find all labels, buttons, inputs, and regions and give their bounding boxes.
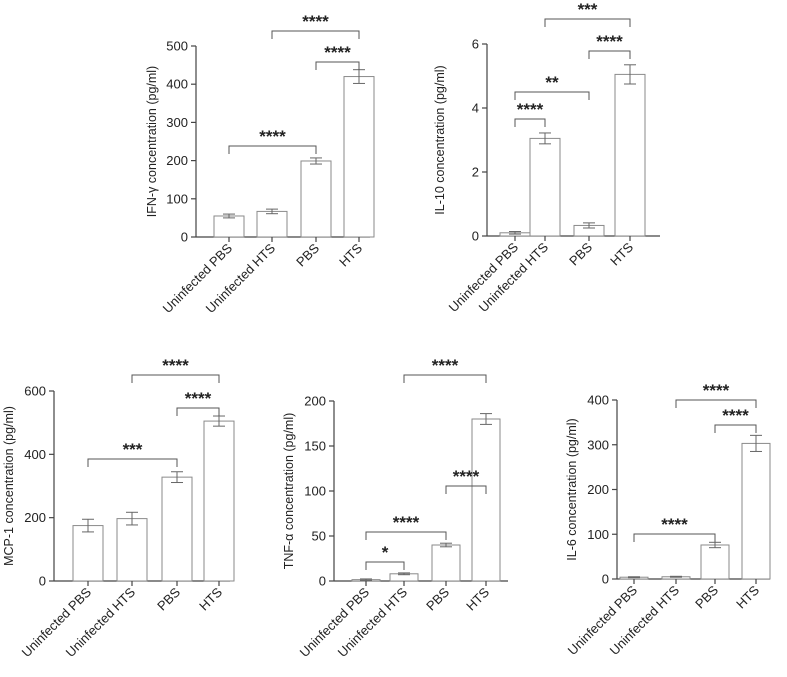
significance-bracket	[87, 458, 178, 467]
y-tick-label: 100	[587, 527, 609, 542]
x-category-label: Uninfected PBS	[565, 582, 641, 658]
bar	[300, 160, 332, 238]
y-tick-label: 500	[166, 39, 188, 54]
x-category-label: PBS	[293, 240, 322, 269]
significance-stars: ****	[722, 406, 749, 425]
significance-stars: ****	[517, 100, 544, 119]
y-tick-label: 600	[24, 384, 46, 399]
y-tick-label: 0	[472, 229, 479, 244]
x-category-label: PBS	[692, 582, 721, 611]
x-category-label: PBS	[566, 239, 595, 268]
y-tick-label: 400	[587, 393, 609, 408]
x-category-label: PBS	[423, 584, 452, 613]
significance-bracket	[228, 145, 317, 154]
y-tick-label: 4	[472, 101, 479, 116]
significance-stars: ****	[453, 467, 480, 486]
y-tick-label: 200	[166, 153, 188, 168]
y-tick-label: 200	[24, 510, 46, 525]
significance-stars: ****	[259, 127, 286, 146]
y-tick-label: 400	[24, 447, 46, 462]
significance-stars: ****	[596, 32, 623, 51]
x-category-label: HTS	[463, 584, 492, 613]
significance-bracket	[514, 91, 590, 100]
significance-stars: ***	[578, 0, 598, 19]
x-category-label: HTS	[196, 584, 225, 613]
x-category-label: PBS	[154, 584, 183, 613]
y-tick-label: 200	[587, 482, 609, 497]
bar	[72, 525, 104, 582]
significance-stars: ****	[661, 515, 688, 534]
significance-bracket	[514, 118, 546, 127]
bar	[161, 476, 193, 582]
y-tick-label: 0	[181, 230, 188, 245]
bar	[614, 73, 646, 237]
y-tick-label: 300	[587, 437, 609, 452]
y-tick-label: 100	[166, 191, 188, 206]
significance-stars: **	[545, 73, 559, 92]
significance-stars: ****	[324, 43, 351, 62]
significance-bracket	[176, 407, 220, 416]
bar	[116, 518, 148, 582]
significance-bracket	[675, 399, 757, 408]
significance-bracket	[365, 561, 405, 570]
chart-panel-5: 0 100 200 300 400 IL-6 concentration (pg/ml) U…	[565, 381, 771, 658]
significance-bracket	[544, 18, 631, 27]
significance-stars: ****	[302, 12, 329, 31]
significance-bracket	[271, 30, 360, 39]
y-axis-label: IFN-γ concentration (pg/ml)	[145, 66, 159, 217]
y-tick-label: 300	[166, 115, 188, 130]
x-category-label: HTS	[607, 239, 636, 268]
chart-panel-4: 0 50 100 150 200 TNF-α concentration (pg/ml) U…	[282, 356, 508, 660]
significance-stars: ****	[703, 381, 730, 400]
significance-bracket	[403, 374, 487, 383]
bar	[431, 544, 461, 582]
y-axis-label: IL-10 concentration (pg/ml)	[433, 65, 447, 214]
bar	[741, 442, 771, 580]
y-axis-label: MCP-1 concentration (pg/ml)	[2, 406, 16, 566]
y-axis-label: IL-6 concentration (pg/ml)	[565, 418, 579, 560]
y-tick-label: 150	[304, 439, 326, 454]
bar	[529, 137, 561, 237]
y-tick-label: 0	[602, 572, 609, 587]
significance-stars: *	[382, 543, 389, 562]
x-category-label: HTS	[336, 240, 365, 269]
significance-bracket	[315, 61, 360, 70]
y-tick-label: 0	[319, 574, 326, 589]
significance-bracket	[714, 424, 757, 433]
bar	[256, 210, 288, 238]
chart-panel-1: 0 100 200 300 400 500 IFN-γ concentration (pg/…	[145, 12, 375, 316]
x-category-label: Uninfected HTS	[335, 584, 411, 660]
significance-stars: ***	[123, 440, 143, 459]
y-tick-label: 400	[166, 77, 188, 92]
significance-bracket	[445, 485, 487, 494]
significance-bracket	[633, 533, 716, 542]
y-tick-label: 0	[39, 574, 46, 589]
bar	[213, 215, 245, 238]
significance-stars: ****	[162, 356, 189, 375]
significance-stars: ****	[185, 389, 212, 408]
significance-bracket	[588, 50, 631, 59]
y-tick-label: 50	[312, 529, 326, 544]
x-category-label: HTS	[733, 582, 762, 611]
bar	[343, 76, 375, 238]
y-axis-label: TNF-α concentration (pg/ml)	[282, 413, 296, 570]
significance-stars: ****	[393, 513, 420, 532]
significance-bracket	[131, 374, 220, 383]
significance-stars: ****	[432, 356, 459, 375]
y-tick-label: 6	[472, 37, 479, 52]
y-tick-label: 2	[472, 165, 479, 180]
y-tick-label: 100	[304, 484, 326, 499]
significance-bracket	[365, 531, 447, 540]
y-tick-label: 200	[304, 394, 326, 409]
bar	[471, 418, 501, 582]
bar	[203, 420, 235, 582]
bar	[700, 544, 730, 580]
